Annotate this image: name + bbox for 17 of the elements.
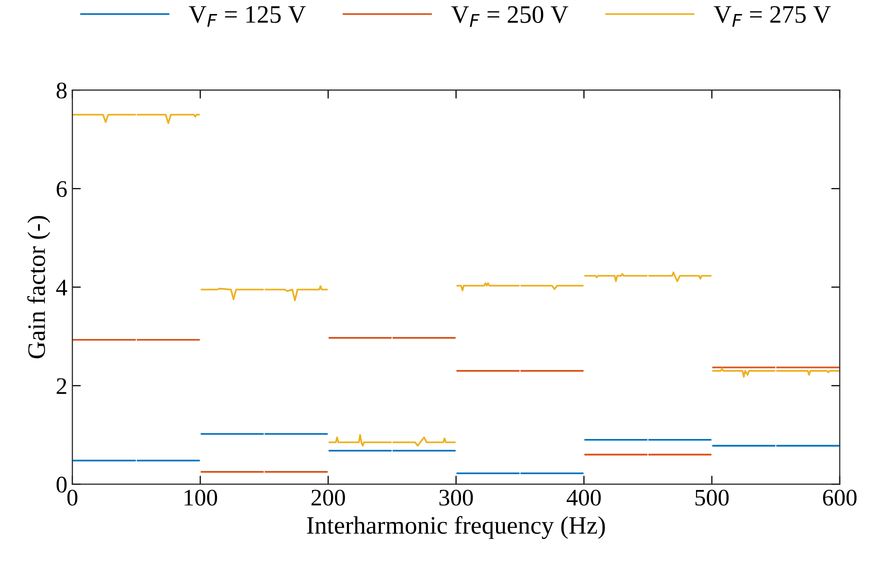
x-tick-label: 600: [823, 490, 857, 506]
legend-label: V$_{F}$ = 275 V: [714, 6, 831, 27]
y-tick-label: 4: [56, 280, 68, 296]
y-tick-label: 2: [56, 378, 66, 394]
y-tick-label: 0: [56, 476, 67, 493]
legend-label: V$_{F}$ = 250 V: [451, 6, 568, 27]
x-tick-label: 400: [566, 490, 601, 506]
x-axis-title: Interharmonic frequency (Hz): [307, 516, 605, 540]
x-tick-label: 200: [311, 490, 345, 506]
y-tick-label: 8: [56, 82, 67, 99]
legend-label: V$_{F}$ = 125 V: [188, 6, 306, 27]
x-tick-label: 300: [439, 490, 473, 506]
x-tick-label: 100: [184, 490, 218, 506]
x-tick-label: 0: [67, 490, 78, 506]
y-tick-label: 6: [56, 181, 67, 198]
y-axis-title: Gain factor (-): [27, 216, 50, 358]
x-tick-label: 500: [696, 490, 729, 506]
